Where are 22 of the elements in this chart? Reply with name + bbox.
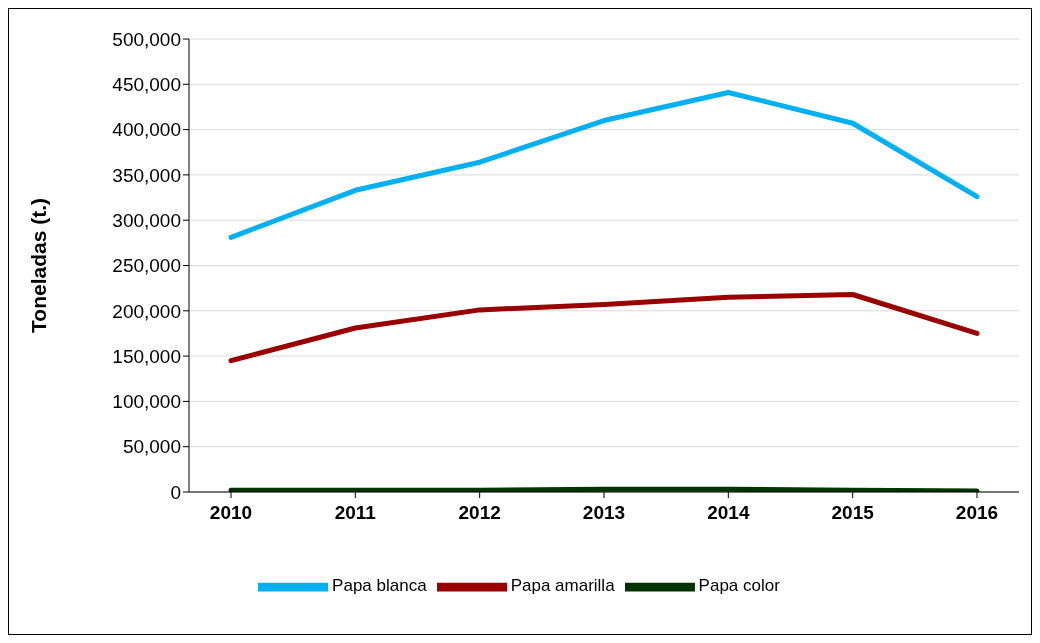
y-tick-label: 200,000 [112, 300, 181, 322]
y-tick-label: 350,000 [112, 164, 181, 186]
x-tick-label: 2015 [831, 502, 875, 524]
y-tick-label: 400,000 [112, 119, 181, 141]
y-tick-label: 50,000 [122, 436, 181, 458]
legend-label: Papa amarilla [510, 576, 615, 596]
y-tick-label: 150,000 [112, 345, 181, 367]
y-tick-label: 500,000 [112, 28, 181, 50]
x-tick-label: 2014 [707, 502, 750, 524]
y-tick-label: 450,000 [112, 74, 181, 96]
y-axis-title: Toneladas (t.) [27, 198, 51, 333]
x-tick-label: 2016 [955, 502, 999, 524]
legend-label: Papa color [698, 576, 780, 596]
y-tick-label: 250,000 [112, 255, 181, 277]
y-tick-label: 300,000 [112, 209, 181, 231]
x-tick-label: 2011 [334, 502, 377, 524]
x-tick-label: 2013 [582, 502, 626, 524]
x-tick-label: 2010 [209, 502, 253, 524]
y-tick-label: 0 [170, 481, 181, 503]
legend-label: Papa blanca [332, 576, 427, 596]
x-tick-label: 2012 [458, 502, 501, 524]
y-tick-label: 100,000 [112, 391, 181, 413]
